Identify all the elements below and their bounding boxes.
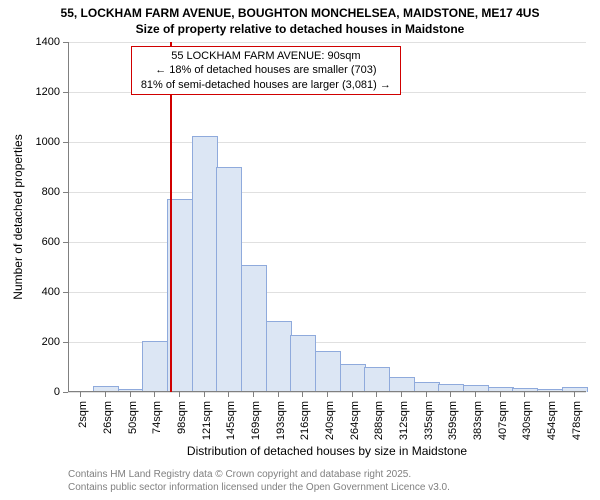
x-tick-label: 407sqm bbox=[491, 401, 509, 440]
histogram-bar bbox=[266, 321, 292, 392]
x-tick-mark bbox=[376, 392, 377, 397]
x-tick-label: 98sqm bbox=[170, 401, 188, 434]
x-tick-label: 288sqm bbox=[367, 401, 385, 440]
callout-line-1: 55 LOCKHAM FARM AVENUE: 90sqm bbox=[138, 49, 394, 63]
x-tick-label: 240sqm bbox=[318, 401, 336, 440]
grid-line bbox=[68, 242, 586, 243]
x-tick-label: 312sqm bbox=[392, 401, 410, 440]
x-tick-mark bbox=[228, 392, 229, 397]
callout-line-2: ← 18% of detached houses are smaller (70… bbox=[138, 63, 394, 77]
grid-line bbox=[68, 42, 586, 43]
x-tick-label: 216sqm bbox=[293, 401, 311, 440]
grid-line bbox=[68, 192, 586, 193]
x-tick-label: 430sqm bbox=[515, 401, 533, 440]
x-tick-mark bbox=[278, 392, 279, 397]
y-axis-label: Number of detached properties bbox=[11, 134, 25, 299]
x-tick-mark bbox=[475, 392, 476, 397]
x-tick-mark bbox=[549, 392, 550, 397]
x-tick-mark bbox=[80, 392, 81, 397]
callout-line-3: 81% of semi-detached houses are larger (… bbox=[138, 78, 394, 92]
x-tick-mark bbox=[105, 392, 106, 397]
x-tick-mark bbox=[204, 392, 205, 397]
x-tick-mark bbox=[154, 392, 155, 397]
x-tick-label: 169sqm bbox=[244, 401, 262, 440]
histogram-bar bbox=[290, 335, 316, 392]
grid-line bbox=[68, 292, 586, 293]
x-tick-mark bbox=[302, 392, 303, 397]
x-tick-label: 74sqm bbox=[145, 401, 163, 434]
histogram-bar bbox=[216, 167, 242, 392]
histogram-bar bbox=[364, 367, 390, 392]
histogram-bar bbox=[142, 341, 168, 392]
property-callout: 55 LOCKHAM FARM AVENUE: 90sqm← 18% of de… bbox=[131, 46, 401, 95]
histogram-bar bbox=[389, 377, 415, 392]
x-tick-label: 26sqm bbox=[96, 401, 114, 434]
x-axis-line bbox=[68, 391, 586, 392]
x-tick-label: 383sqm bbox=[466, 401, 484, 440]
x-tick-label: 454sqm bbox=[540, 401, 558, 440]
x-tick-mark bbox=[352, 392, 353, 397]
title-block: 55, LOCKHAM FARM AVENUE, BOUGHTON MONCHE… bbox=[0, 0, 600, 37]
x-tick-label: 264sqm bbox=[343, 401, 361, 440]
histogram-bar bbox=[315, 351, 341, 392]
x-tick-label: 359sqm bbox=[441, 401, 459, 440]
title-line-2: Size of property relative to detached ho… bbox=[0, 22, 600, 38]
x-tick-mark bbox=[524, 392, 525, 397]
footer-line-2: Contains public sector information licen… bbox=[68, 481, 450, 494]
x-tick-mark bbox=[253, 392, 254, 397]
histogram-bar bbox=[340, 364, 366, 393]
x-tick-mark bbox=[327, 392, 328, 397]
y-axis-line bbox=[68, 42, 69, 392]
x-tick-mark bbox=[574, 392, 575, 397]
x-tick-label: 478sqm bbox=[565, 401, 583, 440]
grid-line bbox=[68, 142, 586, 143]
x-tick-mark bbox=[401, 392, 402, 397]
x-tick-label: 335sqm bbox=[417, 401, 435, 440]
x-tick-mark bbox=[426, 392, 427, 397]
histogram-bar bbox=[192, 136, 218, 392]
x-tick-mark bbox=[500, 392, 501, 397]
x-tick-mark bbox=[179, 392, 180, 397]
footer-attribution: Contains HM Land Registry data © Crown c… bbox=[68, 468, 450, 494]
y-tick-mark bbox=[63, 392, 68, 393]
x-tick-label: 50sqm bbox=[121, 401, 139, 434]
x-tick-mark bbox=[450, 392, 451, 397]
footer-line-1: Contains HM Land Registry data © Crown c… bbox=[68, 468, 450, 481]
histogram-bar bbox=[241, 265, 267, 392]
plot-area: 02004006008001000120014002sqm26sqm50sqm7… bbox=[68, 42, 586, 392]
title-line-1: 55, LOCKHAM FARM AVENUE, BOUGHTON MONCHE… bbox=[0, 6, 600, 22]
chart-container: 55, LOCKHAM FARM AVENUE, BOUGHTON MONCHE… bbox=[0, 0, 600, 500]
x-tick-label: 145sqm bbox=[219, 401, 237, 440]
x-tick-label: 193sqm bbox=[269, 401, 287, 440]
x-tick-mark bbox=[130, 392, 131, 397]
x-axis-label: Distribution of detached houses by size … bbox=[187, 444, 467, 458]
x-tick-label: 121sqm bbox=[195, 401, 213, 440]
x-tick-label: 2sqm bbox=[71, 401, 89, 428]
